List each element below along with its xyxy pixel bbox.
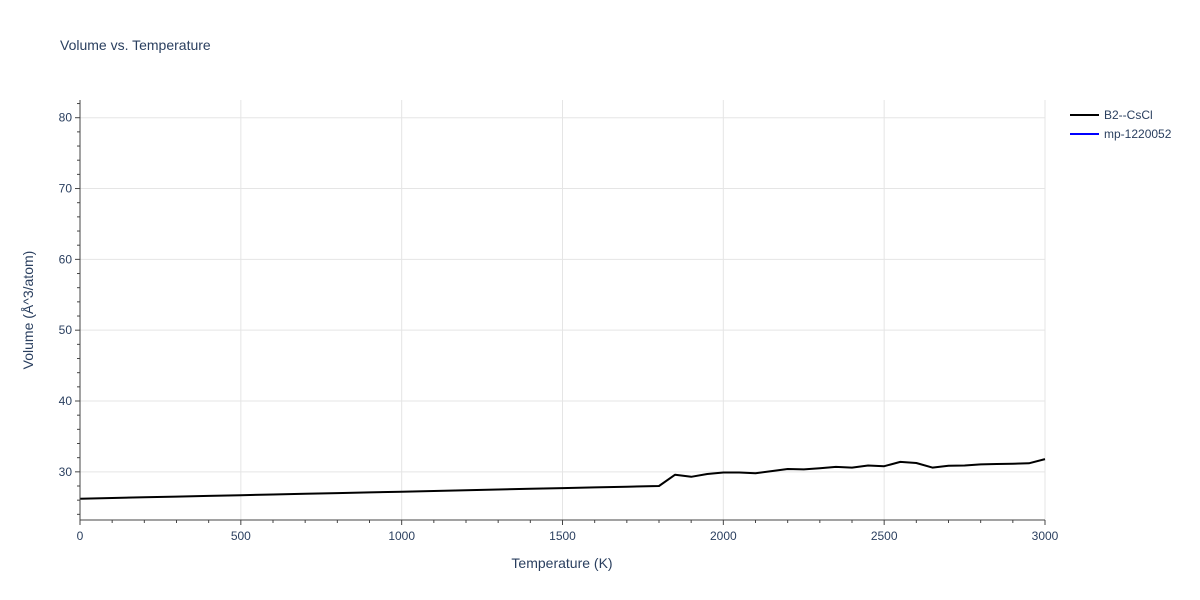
y-tick-label-5: 80 [59, 111, 73, 125]
y-tick-label-4: 70 [59, 182, 73, 196]
y-tick-label-0: 30 [59, 465, 73, 479]
y-tick-label-1: 40 [59, 394, 73, 408]
x-tick-label-2: 1000 [388, 529, 415, 543]
legend[interactable]: B2--CsCl mp-1220052 [1070, 108, 1172, 141]
y-tick-label-3: 60 [59, 252, 73, 266]
x-tick-label-3: 1500 [549, 529, 576, 543]
legend-label-1: mp-1220052 [1104, 127, 1172, 141]
y-tick-label-2: 50 [59, 323, 73, 337]
x-tick-label-1: 500 [231, 529, 251, 543]
x-tick-label-5: 2500 [871, 529, 898, 543]
x-tick-label-0: 0 [77, 529, 84, 543]
grid-lines [80, 100, 1046, 520]
x-axis-title: Temperature (K) [511, 555, 612, 571]
chart-title: Volume vs. Temperature [60, 37, 211, 53]
legend-label-0: B2--CsCl [1104, 108, 1153, 122]
axes [75, 100, 1046, 525]
legend-item-1[interactable]: mp-1220052 [1070, 127, 1172, 141]
legend-item-0[interactable]: B2--CsCl [1070, 108, 1153, 122]
x-tick-label-6: 3000 [1032, 529, 1059, 543]
x-tick-labels: 0 500 1000 1500 2000 2500 3000 [77, 529, 1059, 543]
y-axis-title: Volume (Å^3/atom) [20, 251, 36, 370]
series-line-0 [79, 458, 1046, 500]
y-tick-labels: 30 40 50 60 70 80 [59, 111, 73, 479]
plot-area [79, 458, 1046, 500]
x-tick-label-4: 2000 [710, 529, 737, 543]
